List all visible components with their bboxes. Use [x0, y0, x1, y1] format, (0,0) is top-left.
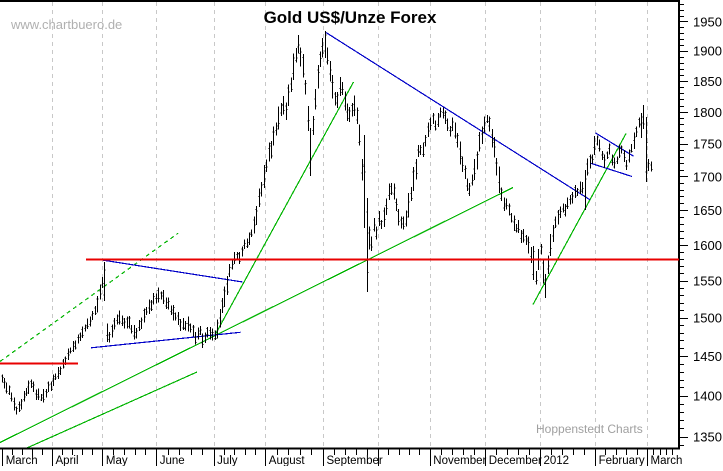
svg-text:1750: 1750 [693, 137, 722, 152]
svg-text:1450: 1450 [693, 349, 722, 364]
svg-text:June: June [160, 455, 185, 466]
svg-text:August: August [269, 455, 306, 466]
svg-text:December: December [489, 455, 542, 466]
svg-text:2012: 2012 [544, 455, 570, 466]
svg-text:1900: 1900 [693, 44, 722, 59]
svg-text:1500: 1500 [693, 311, 722, 326]
svg-text:September: September [327, 455, 383, 466]
svg-text:March: March [6, 455, 38, 466]
svg-text:March: March [651, 455, 683, 466]
svg-text:July: July [217, 455, 238, 466]
svg-text:1850: 1850 [693, 74, 722, 89]
svg-text:Hoppenstedt Charts: Hoppenstedt Charts [536, 422, 643, 436]
svg-text:1800: 1800 [693, 105, 722, 120]
svg-text:1950: 1950 [693, 14, 722, 29]
svg-text:1600: 1600 [693, 238, 722, 253]
svg-text:1650: 1650 [693, 203, 722, 218]
svg-text:1400: 1400 [693, 389, 722, 404]
svg-text:November: November [433, 455, 486, 466]
svg-text:1550: 1550 [693, 274, 722, 289]
svg-text:1700: 1700 [693, 169, 722, 184]
svg-text:May: May [106, 455, 128, 466]
svg-text:www.chartbuero.de: www.chartbuero.de [10, 17, 122, 32]
svg-text:April: April [56, 455, 79, 466]
svg-text:February: February [599, 455, 645, 466]
svg-text:Gold US$/Unze Forex: Gold US$/Unze Forex [264, 8, 437, 27]
svg-text:1350: 1350 [693, 430, 722, 445]
